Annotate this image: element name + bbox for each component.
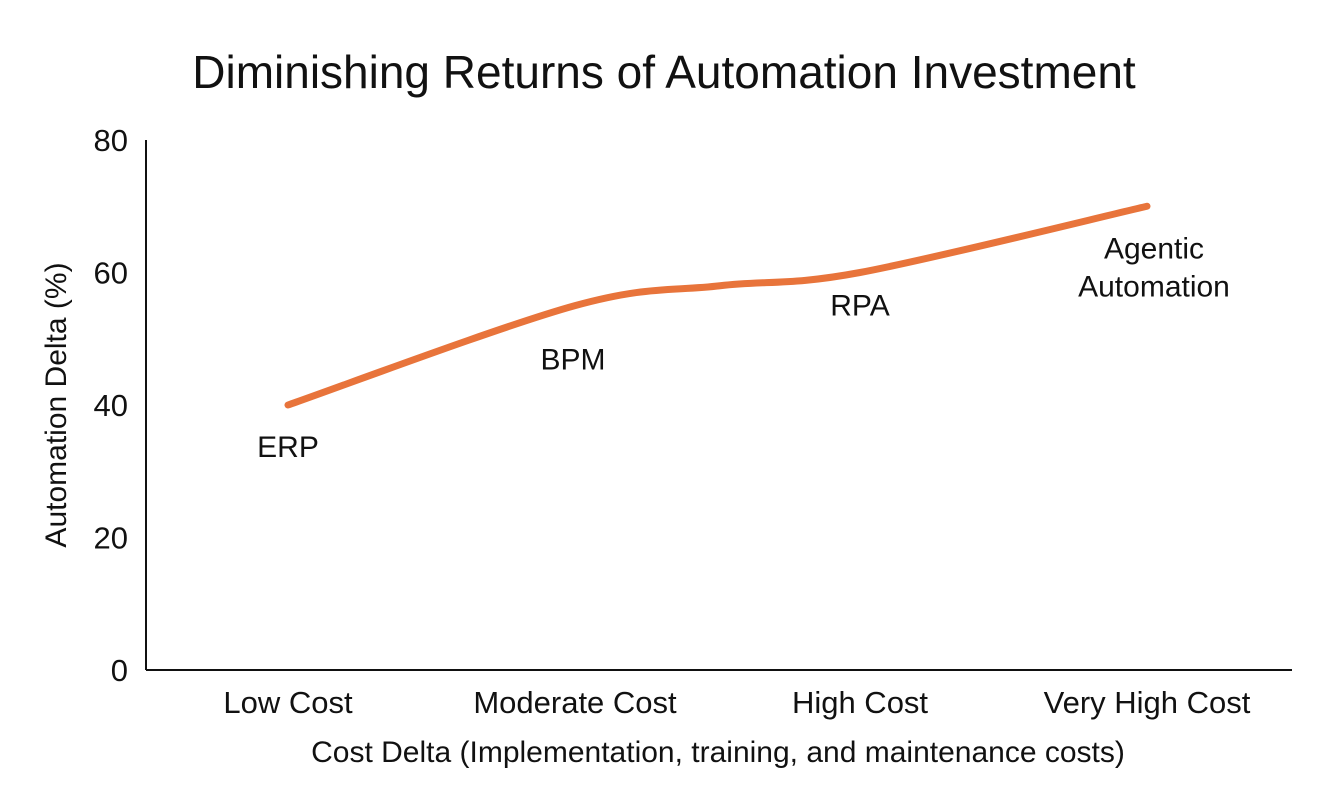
x-tick-label: High Cost [792,685,928,720]
point-label: BPM [540,344,605,377]
point-label: ERP [257,431,319,464]
point-labels: ERP BPM RPA Agentic Automation [257,232,1230,464]
x-tick-label: Very High Cost [1044,685,1251,720]
series-line [284,202,1151,409]
y-tick-labels: 0 20 40 60 80 [94,123,128,688]
y-axis-title: Automation Delta (%) [40,262,73,547]
x-tick-label: Moderate Cost [473,685,677,720]
y-tick-label: 40 [94,388,128,423]
x-axis-title: Cost Delta (Implementation, training, an… [311,736,1125,769]
x-tick-labels: Low Cost Moderate Cost High Cost Very High … [223,685,1250,720]
y-tick-label: 60 [94,256,128,291]
y-tick-label: 80 [94,123,128,158]
chart-title: Diminishing Returns of Automation Invest… [192,46,1136,98]
point-label: RPA [830,290,889,323]
y-tick-label: 20 [94,521,128,556]
point-label: Agentic Automation [1078,232,1230,303]
y-tick-label: 0 [111,653,128,688]
x-tick-label: Low Cost [223,685,353,720]
